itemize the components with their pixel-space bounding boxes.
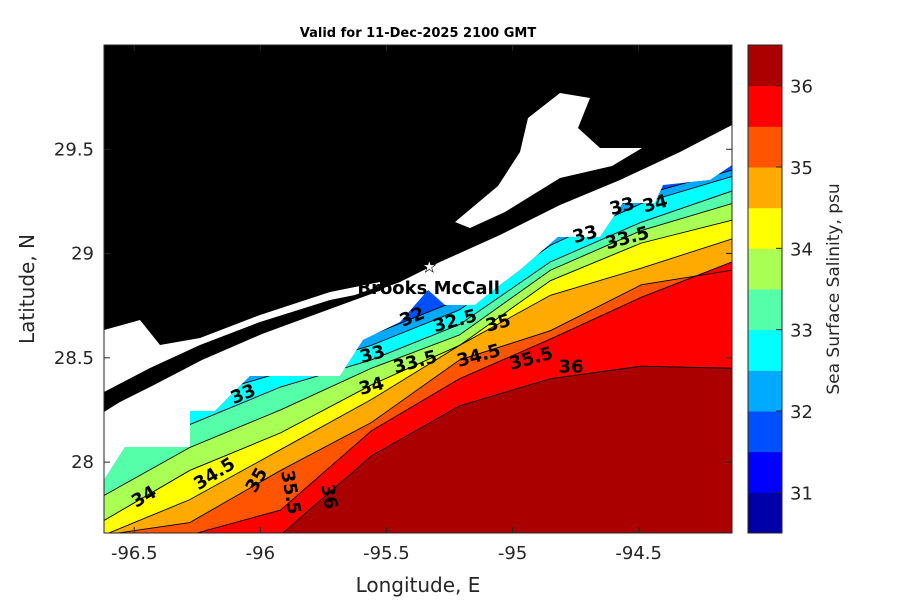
- colorbar-band: [748, 248, 782, 290]
- y-tick-label: 28.5: [54, 348, 94, 369]
- y-axis-ticks: 28 28.5 29 29.5: [54, 139, 732, 473]
- y-tick-label: 29: [71, 244, 94, 265]
- colorbar-band: [748, 411, 782, 453]
- colorbar-band: [748, 126, 782, 168]
- contour-line-34: [104, 219, 732, 521]
- contour-line-36: [104, 365, 732, 533]
- contour-label: 36: [316, 482, 341, 510]
- land-layer: [104, 45, 732, 412]
- contour-label: 36: [558, 356, 583, 377]
- y-tick-label: 28: [71, 452, 94, 473]
- colorbar-tick-label: 33: [790, 321, 813, 342]
- y-tick-label: 29.5: [54, 139, 94, 160]
- y-axis-label: Latitude, N: [15, 234, 39, 344]
- x-tick-label: -94.5: [615, 543, 662, 564]
- colorbar-ticks: 31 32 33 34 35 36: [776, 77, 813, 504]
- colorbar-band: [748, 85, 782, 127]
- axes-frame: [103, 44, 733, 534]
- colorbar: [748, 45, 782, 534]
- x-axis-label: Longitude, E: [356, 573, 481, 597]
- colorbar-band: [748, 329, 782, 371]
- contour-line-34.5: [104, 238, 732, 533]
- colorbar-frame: [747, 44, 783, 534]
- barrier-island: [104, 286, 382, 410]
- coastal-lagoon: [104, 282, 380, 392]
- colorbar-band: [748, 289, 782, 331]
- colorbar-tick-label: 32: [790, 402, 813, 423]
- station-star-icon: ★: [422, 257, 436, 276]
- station-label: Brooks McCall: [357, 278, 500, 299]
- colorbar-band: [748, 451, 782, 493]
- x-tick-label: -96: [246, 543, 275, 564]
- colorbar-tick-label: 35: [790, 158, 813, 179]
- colorbar-band: [748, 167, 782, 209]
- colorbar-band: [748, 207, 782, 249]
- colorbar-band: [748, 45, 782, 87]
- x-axis-ticks: -96.5 -96 -95.5 -95 -94.5: [111, 45, 662, 564]
- salinity-fill-layer: [104, 165, 732, 533]
- colorbar-band: [748, 370, 782, 412]
- contour-line-35: [104, 269, 732, 533]
- colorbar-tick-label: 34: [790, 239, 813, 260]
- contour-line-33: [104, 190, 732, 440]
- x-tick-label: -96.5: [111, 543, 158, 564]
- contour-line-35.5: [104, 261, 732, 533]
- contour-line-33.5: [104, 203, 732, 496]
- colorbar-label: Sea Surface Salinity, psu: [824, 183, 844, 394]
- salinity-band-36: [104, 366, 732, 533]
- galveston-bay: [455, 93, 642, 228]
- colorbar-tick-label: 36: [790, 77, 813, 98]
- colorbar-tick-label: 31: [790, 483, 813, 504]
- x-tick-label: -95: [498, 543, 527, 564]
- chart-title: Valid for 11-Dec-2025 2100 GMT: [300, 26, 537, 41]
- colorbar-band: [748, 492, 782, 534]
- x-tick-label: -95.5: [363, 543, 410, 564]
